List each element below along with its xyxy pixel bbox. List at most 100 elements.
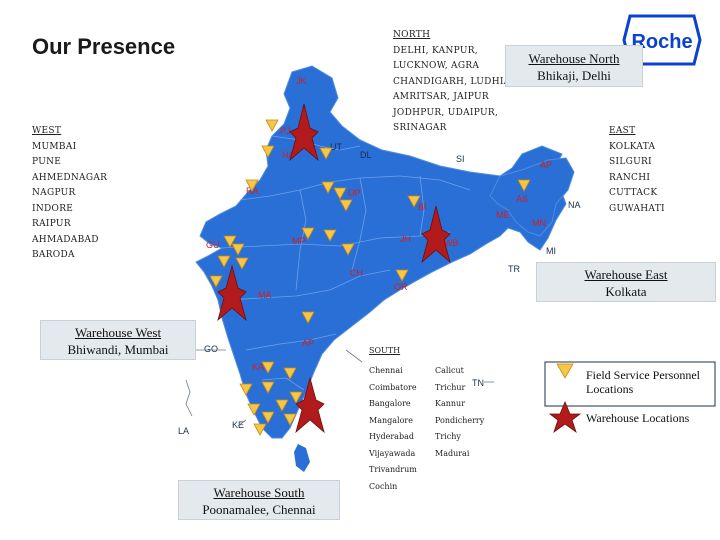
- warehouse-marker-east: [421, 205, 451, 264]
- field-marker: [395, 269, 409, 282]
- region-north-line: LUCKNOW, AGRA: [393, 61, 480, 71]
- field-marker: [261, 145, 275, 158]
- state-label-go: GO: [204, 344, 218, 354]
- field-marker: [333, 187, 347, 200]
- state-label-na: NA: [568, 200, 581, 210]
- legend-field-icon: [556, 363, 574, 379]
- region-north-line: AMRITSAR, JAIPUR: [393, 92, 489, 102]
- legend-frame: [544, 361, 716, 407]
- warehouse-east-box: Warehouse East Kolkata: [536, 262, 716, 302]
- field-marker: [261, 411, 275, 424]
- field-marker: [517, 179, 531, 192]
- state-label-ch: CH: [350, 268, 363, 278]
- page-title: Our Presence: [32, 34, 176, 59]
- region-west-line: MUMBAI: [32, 141, 77, 152]
- state-label-ha: HA: [282, 150, 295, 160]
- field-marker: [261, 361, 275, 374]
- region-south-city: Trichur: [435, 382, 466, 392]
- field-marker: [283, 413, 297, 426]
- region-south-city: Vijayawada: [369, 448, 416, 458]
- region-south-col1: Chennai Coimbatore Bangalore Mangalore H…: [369, 363, 417, 495]
- region-east-line: RANCHI: [609, 172, 651, 183]
- region-west-line: RAIPUR: [32, 219, 71, 229]
- field-marker: [253, 423, 267, 436]
- state-label-ke: KE: [232, 420, 244, 430]
- region-south-city: Mangalore: [369, 415, 413, 425]
- field-marker: [209, 275, 223, 288]
- legend-warehouse: Warehouse Locations: [586, 411, 690, 425]
- field-marker: [407, 195, 421, 208]
- region-south-city: Coimbatore: [369, 382, 417, 392]
- roche-logo: Roche: [622, 14, 702, 66]
- state-label-jk: JK: [296, 76, 307, 86]
- region-south-city: Chennai: [369, 366, 403, 375]
- field-marker: [301, 311, 315, 324]
- india-mainland: [195, 65, 567, 439]
- field-marker: [223, 235, 237, 248]
- field-service-markers: [209, 119, 531, 436]
- region-east-line: GUWAHATI: [609, 203, 665, 214]
- state-label-ka: KA: [252, 362, 264, 372]
- region-north-line: DELHI, KANPUR,: [393, 45, 478, 56]
- field-marker: [341, 243, 355, 256]
- region-south-city: Hyderabad: [369, 432, 414, 441]
- region-east-line: KOLKATA: [609, 141, 656, 152]
- field-marker: [231, 243, 245, 256]
- region-south-city: Madurai: [435, 448, 470, 458]
- state-label-jh: JH: [400, 234, 411, 244]
- region-south-city: Calicut: [435, 366, 464, 375]
- warehouse-east-label: Warehouse East: [584, 267, 668, 282]
- region-east-line: CUTTACK: [609, 188, 658, 198]
- legend-field-service: Field Service Personnel Locations: [586, 368, 700, 396]
- state-label-bi: BI: [418, 202, 427, 212]
- region-west-line: PUNE: [32, 157, 62, 167]
- region-east-heading: EAST: [609, 126, 636, 136]
- warehouse-east-location: Kolkata: [605, 284, 647, 299]
- region-east-line: SILGURI: [609, 157, 652, 167]
- region-north-line: CHANDIGARH, LUDHIANA: [393, 76, 526, 87]
- sri-lanka: [294, 444, 310, 472]
- region-south-city: Bangalore: [369, 399, 411, 408]
- field-marker: [301, 227, 315, 240]
- state-label-ma: MA: [258, 290, 272, 300]
- region-west: WEST MUMBAI PUNE AHMEDNAGAR NAGPUR INDOR…: [32, 124, 107, 264]
- warehouse-markers: [217, 103, 451, 434]
- state-label-si: SI: [456, 154, 465, 164]
- legend-warehouse-icon: [548, 400, 582, 434]
- field-marker: [265, 119, 279, 132]
- state-label-mi: MI: [546, 246, 556, 256]
- state-label-me: ME: [496, 210, 510, 220]
- field-marker: [323, 229, 337, 242]
- state-label-ut: UT: [330, 142, 342, 152]
- field-marker: [319, 147, 333, 160]
- warehouse-west-location: Bhiwandi, Mumbai: [67, 342, 169, 357]
- region-west-line: NAGPUR: [32, 188, 76, 198]
- region-south-city: Trivandrum: [369, 465, 417, 474]
- field-marker: [245, 179, 259, 192]
- region-south-city: Trichy: [435, 432, 461, 441]
- field-marker: [261, 381, 275, 394]
- state-label-up: UP: [348, 188, 361, 198]
- connector-lines: [185, 349, 494, 427]
- region-west-heading: WEST: [32, 126, 62, 136]
- warehouse-north-label: Warehouse North: [528, 51, 620, 66]
- warehouse-north-location: Bhikaji, Delhi: [537, 68, 611, 83]
- state-label-pj: PJ: [280, 126, 291, 136]
- warehouse-north-box: Warehouse North Bhikaji, Delhi: [505, 45, 643, 87]
- field-marker: [339, 199, 353, 212]
- warehouse-marker-south: [295, 376, 325, 434]
- legend-markers: [544, 361, 716, 434]
- state-label-ap: AP: [302, 338, 314, 348]
- region-south-city: Kannur: [435, 399, 466, 408]
- field-marker: [289, 391, 303, 404]
- region-north: NORTH DELHI, KANPUR, LUCKNOW, AGRA CHAND…: [393, 28, 525, 137]
- field-marker: [247, 403, 261, 416]
- region-west-line: INDORE: [32, 203, 74, 214]
- state-label-ap-ne: AP: [540, 160, 552, 170]
- state-label-wb: WB: [444, 238, 459, 248]
- field-marker: [217, 255, 231, 268]
- warehouse-south-label: Warehouse South: [213, 485, 305, 500]
- region-south-city: Pondicherry: [435, 415, 485, 425]
- region-south-col2: Calicut Trichur Kannur Pondicherry Trich…: [435, 363, 484, 462]
